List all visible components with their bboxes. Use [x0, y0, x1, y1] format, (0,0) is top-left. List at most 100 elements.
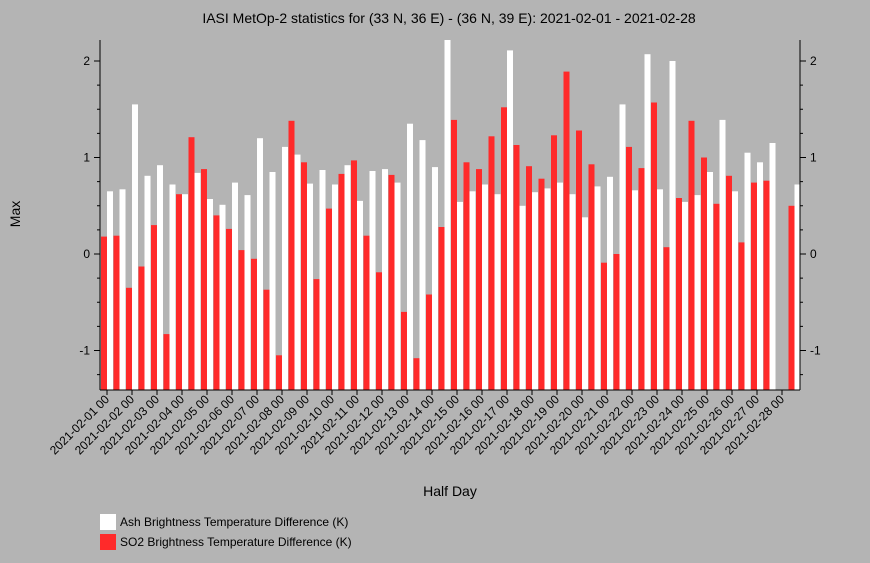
ash-bar-36 — [557, 182, 563, 390]
so2-bar-39 — [588, 164, 595, 390]
ash-bar-27 — [444, 40, 451, 390]
ash-bar-31 — [494, 194, 501, 390]
so2-bar-41 — [613, 254, 620, 390]
legend-label-ash: Ash Brightness Temperature Difference (K… — [120, 515, 349, 529]
so2-bar-3 — [138, 266, 145, 390]
ash-bar-47 — [694, 195, 701, 390]
ash-bar-49 — [719, 119, 726, 391]
legend-item-ash: Ash Brightness Temperature Difference (K… — [100, 512, 352, 532]
ash-bar-9 — [219, 204, 226, 390]
ash-bar-0 — [107, 191, 113, 390]
so2-bar-30 — [476, 169, 482, 390]
so2-bar-46 — [676, 198, 682, 390]
ash-bar-44 — [657, 189, 663, 390]
ash-bar-19 — [344, 165, 351, 390]
so2-bar-28 — [451, 119, 457, 391]
legend-swatch-so2 — [100, 534, 116, 550]
ash-bar-26 — [432, 167, 438, 390]
ash-bar-52 — [757, 162, 763, 390]
ash-bar-24 — [407, 123, 413, 390]
ash-bar-45 — [669, 61, 676, 390]
y-tick-label-right-1: 1 — [810, 151, 817, 165]
ash-bar-34 — [532, 192, 538, 390]
ash-bar-55 — [794, 184, 801, 390]
so2-bar-35 — [538, 178, 545, 390]
ash-bar-41 — [619, 104, 626, 391]
so2-bar-55 — [788, 205, 795, 391]
so2-bar-0 — [101, 236, 107, 390]
so2-bar-51 — [738, 242, 745, 390]
legend: Ash Brightness Temperature Difference (K… — [100, 512, 352, 552]
ash-bar-51 — [744, 152, 751, 390]
so2-bar-38 — [576, 130, 582, 390]
x-axis-label: Half Day — [423, 483, 477, 499]
ash-bar-12 — [257, 138, 263, 390]
so2-bar-27 — [438, 227, 445, 390]
ash-bar-2 — [132, 104, 138, 391]
y-tick-label-left-2: 2 — [83, 54, 90, 68]
so2-bar-12 — [251, 258, 257, 390]
so2-bar-16 — [301, 162, 307, 390]
so2-bar-17 — [313, 279, 320, 390]
so2-bar-13 — [263, 289, 270, 390]
so2-bar-47 — [688, 120, 695, 391]
so2-bar-44 — [651, 102, 657, 390]
ash-bar-1 — [119, 189, 126, 390]
legend-swatch-ash — [100, 514, 116, 530]
ash-bar-11 — [244, 195, 251, 390]
ash-bar-7 — [194, 172, 201, 390]
ash-bar-38 — [582, 217, 588, 390]
ash-bar-43 — [644, 54, 651, 390]
ash-bar-33 — [519, 205, 526, 391]
so2-bar-6 — [176, 194, 182, 390]
chart-title: IASI MetOp-2 statistics for (33 N, 36 E)… — [202, 10, 696, 26]
y-tick-label-left-0: 0 — [83, 247, 90, 261]
so2-bar-1 — [113, 235, 120, 390]
so2-bar-14 — [276, 355, 282, 390]
so2-bar-48 — [701, 157, 707, 390]
so2-bar-11 — [238, 250, 245, 390]
so2-bar-37 — [563, 71, 570, 390]
so2-bar-45 — [663, 247, 670, 390]
ash-bar-42 — [632, 190, 638, 390]
so2-bar-7 — [188, 137, 195, 390]
ash-bar-21 — [369, 171, 376, 390]
ash-bar-13 — [269, 172, 276, 390]
ash-bar-28 — [457, 201, 463, 390]
ash-bar-6 — [182, 194, 188, 390]
y-tick-label-right--1: -1 — [810, 344, 821, 358]
ash-bar-37 — [569, 194, 576, 390]
ash-bar-8 — [207, 199, 213, 390]
so2-bar-33 — [513, 145, 520, 390]
so2-bar-22 — [376, 272, 382, 390]
ash-bar-40 — [607, 176, 613, 390]
ash-bar-14 — [282, 146, 288, 390]
ash-bar-29 — [469, 191, 476, 390]
so2-bar-5 — [163, 334, 170, 390]
so2-bar-31 — [488, 136, 495, 390]
ash-bar-5 — [169, 184, 176, 390]
ash-bar-50 — [732, 191, 738, 390]
ash-bar-53 — [769, 143, 776, 390]
so2-bar-32 — [501, 107, 507, 391]
ash-bar-35 — [544, 188, 551, 390]
so2-bar-25 — [413, 358, 420, 390]
so2-bar-18 — [326, 208, 332, 390]
so2-bar-19 — [338, 173, 345, 390]
so2-bar-42 — [626, 146, 632, 390]
so2-bar-26 — [426, 294, 432, 390]
ash-bar-17 — [319, 170, 326, 390]
so2-bar-9 — [213, 215, 220, 390]
so2-bar-8 — [201, 169, 207, 390]
so2-bar-29 — [463, 162, 470, 390]
y-tick-label-left--1: -1 — [79, 344, 90, 358]
so2-bar-4 — [151, 225, 157, 390]
ash-bar-16 — [307, 183, 313, 390]
ash-bar-3 — [144, 175, 151, 390]
so2-bar-50 — [726, 175, 732, 390]
so2-bar-24 — [401, 311, 407, 390]
so2-bar-43 — [638, 168, 645, 390]
so2-bar-20 — [351, 160, 357, 390]
ash-bar-4 — [157, 165, 163, 390]
